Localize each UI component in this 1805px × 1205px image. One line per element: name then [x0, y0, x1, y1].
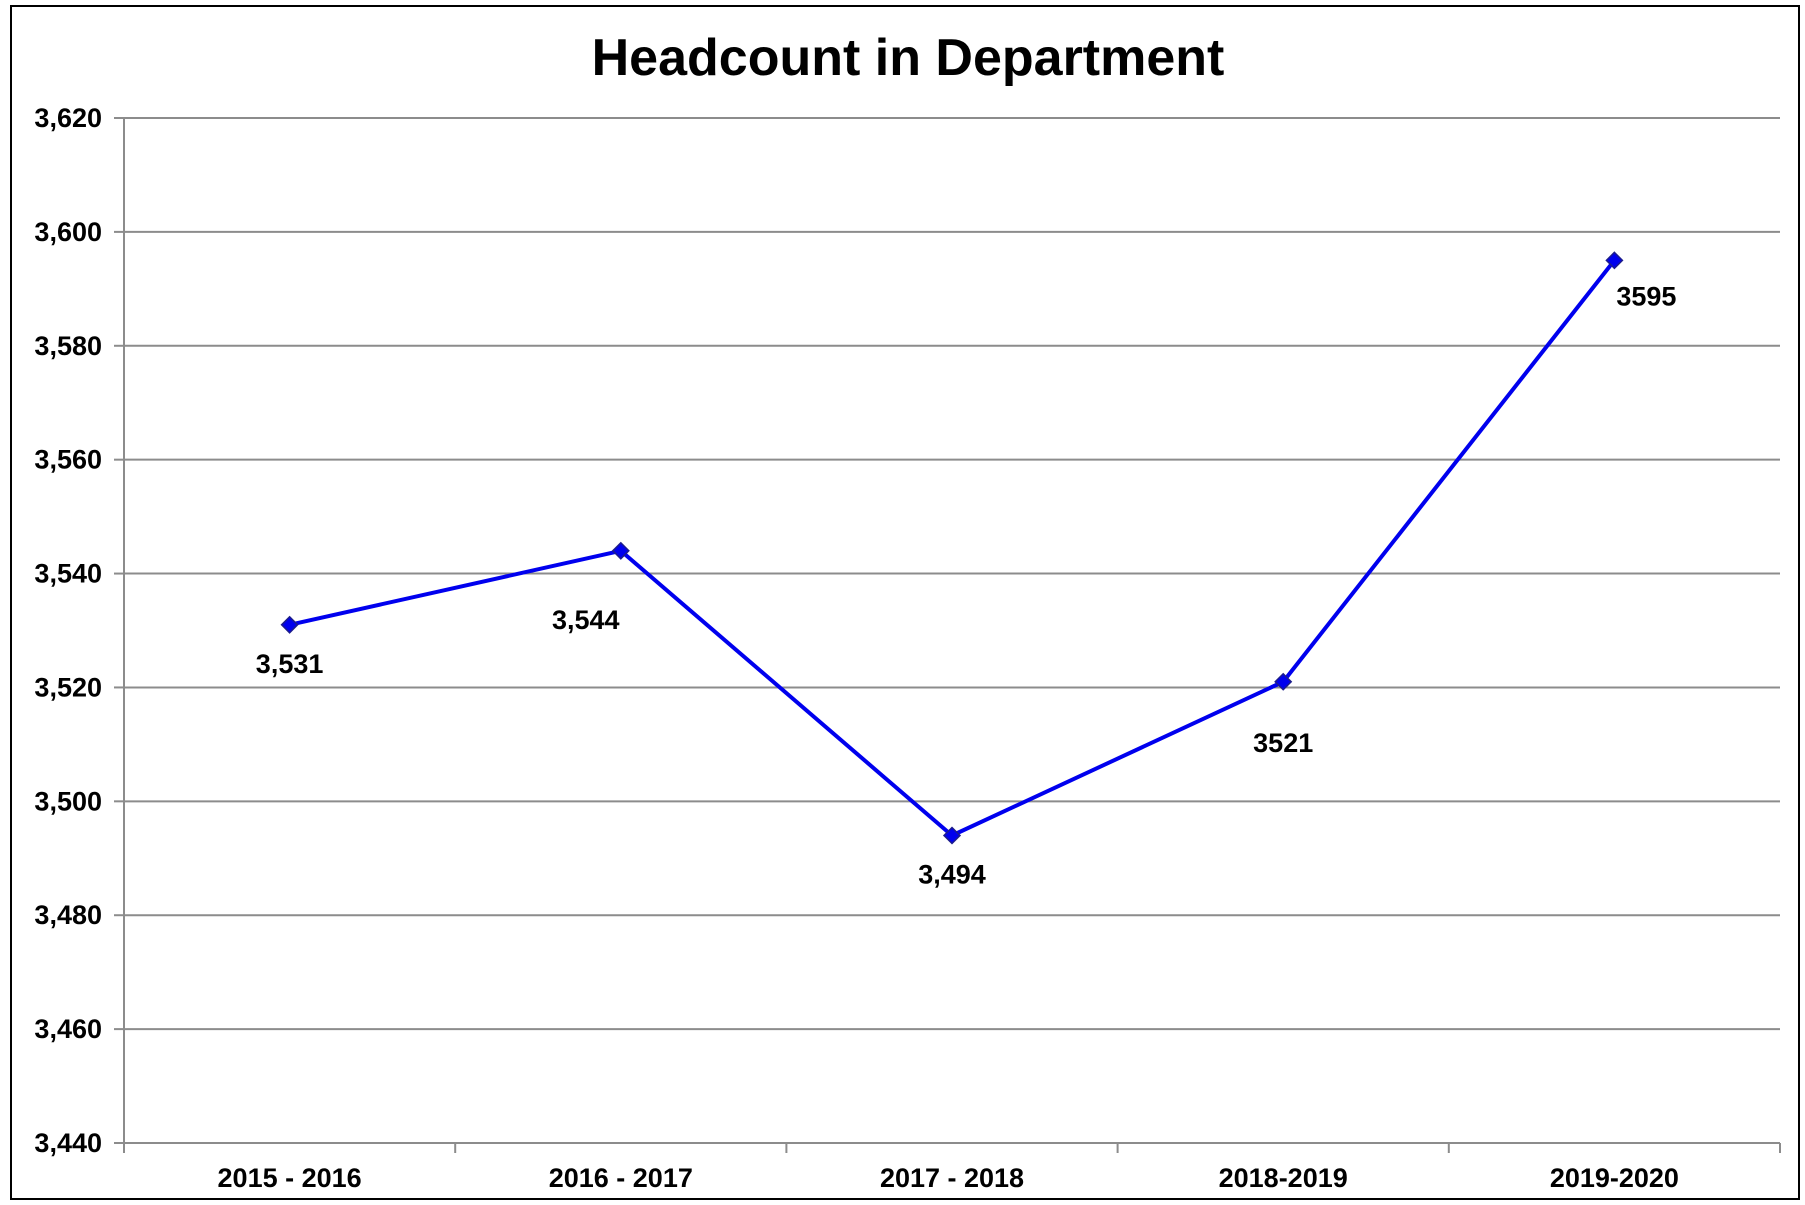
- y-tick-label: 3,500: [34, 786, 102, 816]
- data-label: 3521: [1253, 728, 1313, 758]
- data-point-marker: [1605, 251, 1624, 270]
- data-point-marker: [611, 541, 630, 560]
- x-tick-label: 2019-2020: [1550, 1163, 1679, 1193]
- y-tick-label: 3,440: [34, 1128, 102, 1158]
- data-point-marker: [280, 615, 299, 634]
- x-tick-label: 2018-2019: [1219, 1163, 1348, 1193]
- data-point-marker: [1274, 672, 1293, 691]
- data-label: 3,531: [256, 649, 324, 679]
- y-tick-label: 3,540: [34, 559, 102, 589]
- axes: 3,440 3,460 3,480 3,500 3,520 3,540 3,560 3,580…: [34, 103, 1781, 1193]
- y-tick-label: 3,620: [34, 103, 102, 133]
- data-label: 3,494: [918, 860, 986, 890]
- y-tick-label: 3,480: [34, 900, 102, 930]
- x-tick-label: 2016 - 2017: [549, 1163, 693, 1193]
- y-tick-label: 3,580: [34, 331, 102, 361]
- x-tick-label: 2015 - 2016: [218, 1163, 362, 1193]
- series: [280, 251, 1624, 845]
- chart-frame: [10, 5, 1800, 1200]
- data-point-marker: [942, 826, 962, 845]
- y-tick-label: 3,600: [34, 217, 102, 247]
- data-labels: 3,531 3,544 3,494 3521 3595: [256, 281, 1677, 889]
- gridlines: [124, 117, 1780, 1144]
- data-label: 3595: [1616, 281, 1676, 311]
- y-tick-label: 3,460: [34, 1014, 102, 1044]
- y-tick-label: 3,520: [34, 672, 102, 702]
- x-tick-label: 2017 - 2018: [880, 1163, 1024, 1193]
- chart-title: Headcount in Department: [592, 29, 1225, 87]
- data-label: 3,544: [552, 605, 620, 635]
- y-tick-label: 3,560: [34, 445, 102, 475]
